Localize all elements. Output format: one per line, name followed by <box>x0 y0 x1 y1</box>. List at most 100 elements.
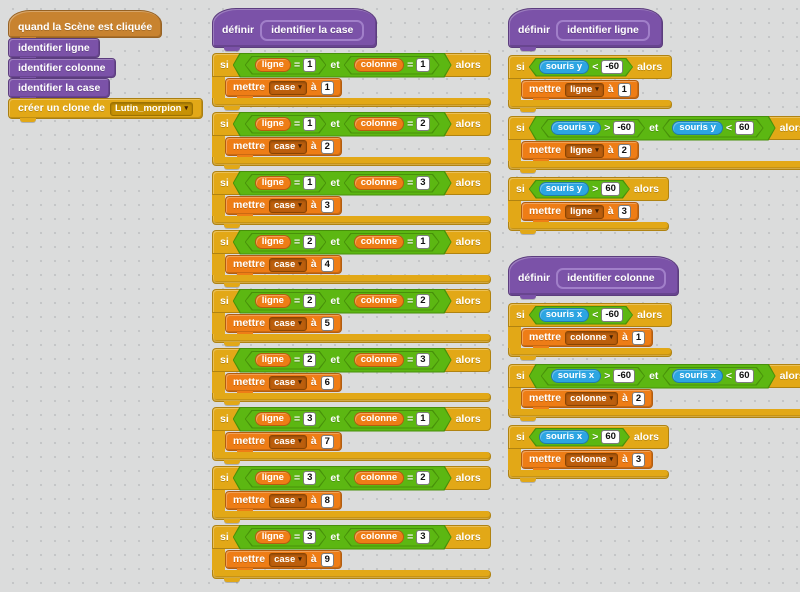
variable-ligne-reporter[interactable]: ligne <box>255 353 291 367</box>
mouse-x-reporter[interactable]: souris x <box>672 369 722 383</box>
variable-dropdown[interactable]: case ▾ <box>269 257 307 272</box>
value-input[interactable]: 3 <box>320 198 334 213</box>
if-block[interactable]: si ligne = 1 et colonne = 2 alors mettre… <box>212 112 491 169</box>
number-input[interactable]: 2 <box>416 117 429 131</box>
equals-operator[interactable]: ligne = 3 <box>245 469 327 488</box>
if-block[interactable]: si ligne = 1 et colonne = 1 alors mettre… <box>212 53 491 110</box>
if-bottom-arm[interactable] <box>508 409 800 421</box>
if-header[interactable]: si ligne = 3 et colonne = 2 alors <box>212 466 491 490</box>
if-block[interactable]: si ligne = 3 et colonne = 1 alors mettre… <box>212 407 491 464</box>
if-header[interactable]: si ligne = 1 et colonne = 3 alors <box>212 171 491 195</box>
variable-dropdown[interactable]: case ▾ <box>269 434 307 449</box>
if-bottom-arm[interactable] <box>508 348 673 360</box>
value-input[interactable]: 8 <box>320 493 334 508</box>
if-header[interactable]: si souris x > -60 et souris x < 60 alors <box>508 364 800 388</box>
equals-operator[interactable]: ligne = 2 <box>245 233 327 252</box>
set-variable-block[interactable]: mettre case ▾ à 6 <box>225 373 342 395</box>
value-input[interactable]: 2 <box>631 391 646 406</box>
variable-dropdown[interactable]: colonne ▾ <box>565 330 619 345</box>
if-header[interactable]: si ligne = 1 et colonne = 2 alors <box>212 112 491 136</box>
number-input[interactable]: 1 <box>303 58 316 72</box>
value-input[interactable]: 9 <box>320 552 334 567</box>
variable-dropdown[interactable]: colonne ▾ <box>565 391 619 406</box>
value-input[interactable]: 4 <box>320 257 334 272</box>
equals-operator[interactable]: ligne = 3 <box>245 528 327 547</box>
variable-ligne-reporter[interactable]: ligne <box>255 235 291 249</box>
if-bottom-arm[interactable] <box>212 334 491 346</box>
number-input[interactable]: -60 <box>613 369 635 383</box>
value-input[interactable]: 2 <box>617 143 631 158</box>
number-input[interactable]: 2 <box>303 353 316 367</box>
number-input[interactable]: 1 <box>416 58 429 72</box>
if-bottom-arm[interactable] <box>212 275 491 287</box>
variable-dropdown[interactable]: case ▾ <box>269 375 307 390</box>
set-variable-block[interactable]: mettre case ▾ à 9 <box>225 550 342 572</box>
when-stage-clicked-hat[interactable]: quand la Scène est cliquée <box>8 10 163 41</box>
set-variable-block[interactable]: mettre ligne ▾ à 3 <box>521 202 639 224</box>
if-block[interactable]: si ligne = 2 et colonne = 2 alors mettre… <box>212 289 491 346</box>
equals-operator[interactable]: ligne = 1 <box>245 115 327 134</box>
variable-colonne-reporter[interactable]: colonne <box>354 235 404 249</box>
if-block[interactable]: si souris x > -60 et souris x < 60 alors… <box>508 364 800 421</box>
equals-operator[interactable]: ligne = 2 <box>245 292 327 311</box>
variable-ligne-reporter[interactable]: ligne <box>255 412 291 426</box>
set-variable-block[interactable]: mettre colonne ▾ à 3 <box>521 450 654 472</box>
variable-ligne-reporter[interactable]: ligne <box>255 530 291 544</box>
set-variable-block[interactable]: mettre case ▾ à 2 <box>225 137 342 159</box>
and-operator[interactable]: ligne = 3 et colonne = 2 <box>233 466 452 491</box>
and-operator[interactable]: ligne = 3 et colonne = 3 <box>233 525 452 550</box>
number-input[interactable]: 3 <box>416 353 429 367</box>
set-variable-block[interactable]: mettre ligne ▾ à 1 <box>521 80 639 102</box>
if-bottom-arm[interactable] <box>212 98 491 110</box>
number-input[interactable]: -60 <box>601 60 623 74</box>
number-input[interactable]: -60 <box>601 308 623 322</box>
comparison-operator[interactable]: souris x < 60 <box>662 367 763 386</box>
if-block[interactable]: si ligne = 3 et colonne = 3 alors mettre… <box>212 525 491 582</box>
if-block[interactable]: si ligne = 3 et colonne = 2 alors mettre… <box>212 466 491 523</box>
number-input[interactable]: 60 <box>735 121 754 135</box>
set-variable-block[interactable]: mettre case ▾ à 5 <box>225 314 342 336</box>
value-input[interactable]: 7 <box>320 434 334 449</box>
call-identifier-la-case[interactable]: identifier la case <box>8 78 111 101</box>
comparison-operator[interactable]: souris y > 60 <box>529 180 630 199</box>
variable-dropdown[interactable]: case ▾ <box>269 198 307 213</box>
comparison-operator[interactable]: souris y > -60 <box>541 119 645 138</box>
equals-operator[interactable]: colonne = 2 <box>344 292 440 311</box>
if-header[interactable]: si ligne = 3 et colonne = 1 alors <box>212 407 491 431</box>
call-identifier-ligne[interactable]: identifier ligne <box>8 38 100 61</box>
comparison-operator[interactable]: souris x > -60 <box>541 367 645 386</box>
if-block[interactable]: si ligne = 2 et colonne = 1 alors mettre… <box>212 230 491 287</box>
variable-dropdown[interactable]: case ▾ <box>269 552 307 567</box>
and-operator[interactable]: ligne = 1 et colonne = 3 <box>233 171 452 196</box>
set-variable-block[interactable]: mettre case ▾ à 3 <box>225 196 342 218</box>
variable-colonne-reporter[interactable]: colonne <box>354 294 404 308</box>
if-bottom-arm[interactable] <box>212 452 491 464</box>
variable-dropdown[interactable]: case ▾ <box>269 80 307 95</box>
define-hat-colonne[interactable]: définir identifier colonne <box>508 256 679 299</box>
equals-operator[interactable]: colonne = 2 <box>344 469 440 488</box>
number-input[interactable]: 3 <box>303 471 316 485</box>
if-bottom-arm[interactable] <box>508 100 673 112</box>
value-input[interactable]: 1 <box>617 82 631 97</box>
set-variable-block[interactable]: mettre ligne ▾ à 2 <box>521 141 639 163</box>
and-operator[interactable]: ligne = 1 et colonne = 2 <box>233 112 452 137</box>
equals-operator[interactable]: ligne = 2 <box>245 351 327 370</box>
equals-operator[interactable]: colonne = 3 <box>344 528 440 547</box>
if-block[interactable]: si souris y > -60 et souris y < 60 alors… <box>508 116 800 173</box>
comparison-operator[interactable]: souris y < -60 <box>529 58 633 77</box>
variable-colonne-reporter[interactable]: colonne <box>354 353 404 367</box>
set-variable-block[interactable]: mettre colonne ▾ à 2 <box>521 389 654 411</box>
number-input[interactable]: 3 <box>416 530 429 544</box>
if-block[interactable]: si souris x < -60 alors mettre colonne ▾ … <box>508 303 673 360</box>
variable-ligne-reporter[interactable]: ligne <box>255 471 291 485</box>
if-block[interactable]: si souris y > 60 alors mettre ligne ▾ à 3 <box>508 177 670 234</box>
variable-dropdown[interactable]: ligne ▾ <box>565 82 604 97</box>
if-header[interactable]: si souris x < -60 alors <box>508 303 673 327</box>
value-input[interactable]: 2 <box>320 139 334 154</box>
variable-dropdown[interactable]: case ▾ <box>269 139 307 154</box>
number-input[interactable]: 2 <box>303 235 316 249</box>
if-block[interactable]: si souris x > 60 alors mettre colonne ▾ à… <box>508 425 670 482</box>
equals-operator[interactable]: ligne = 3 <box>245 410 327 429</box>
value-input[interactable]: 3 <box>631 452 646 467</box>
number-input[interactable]: 2 <box>416 471 429 485</box>
